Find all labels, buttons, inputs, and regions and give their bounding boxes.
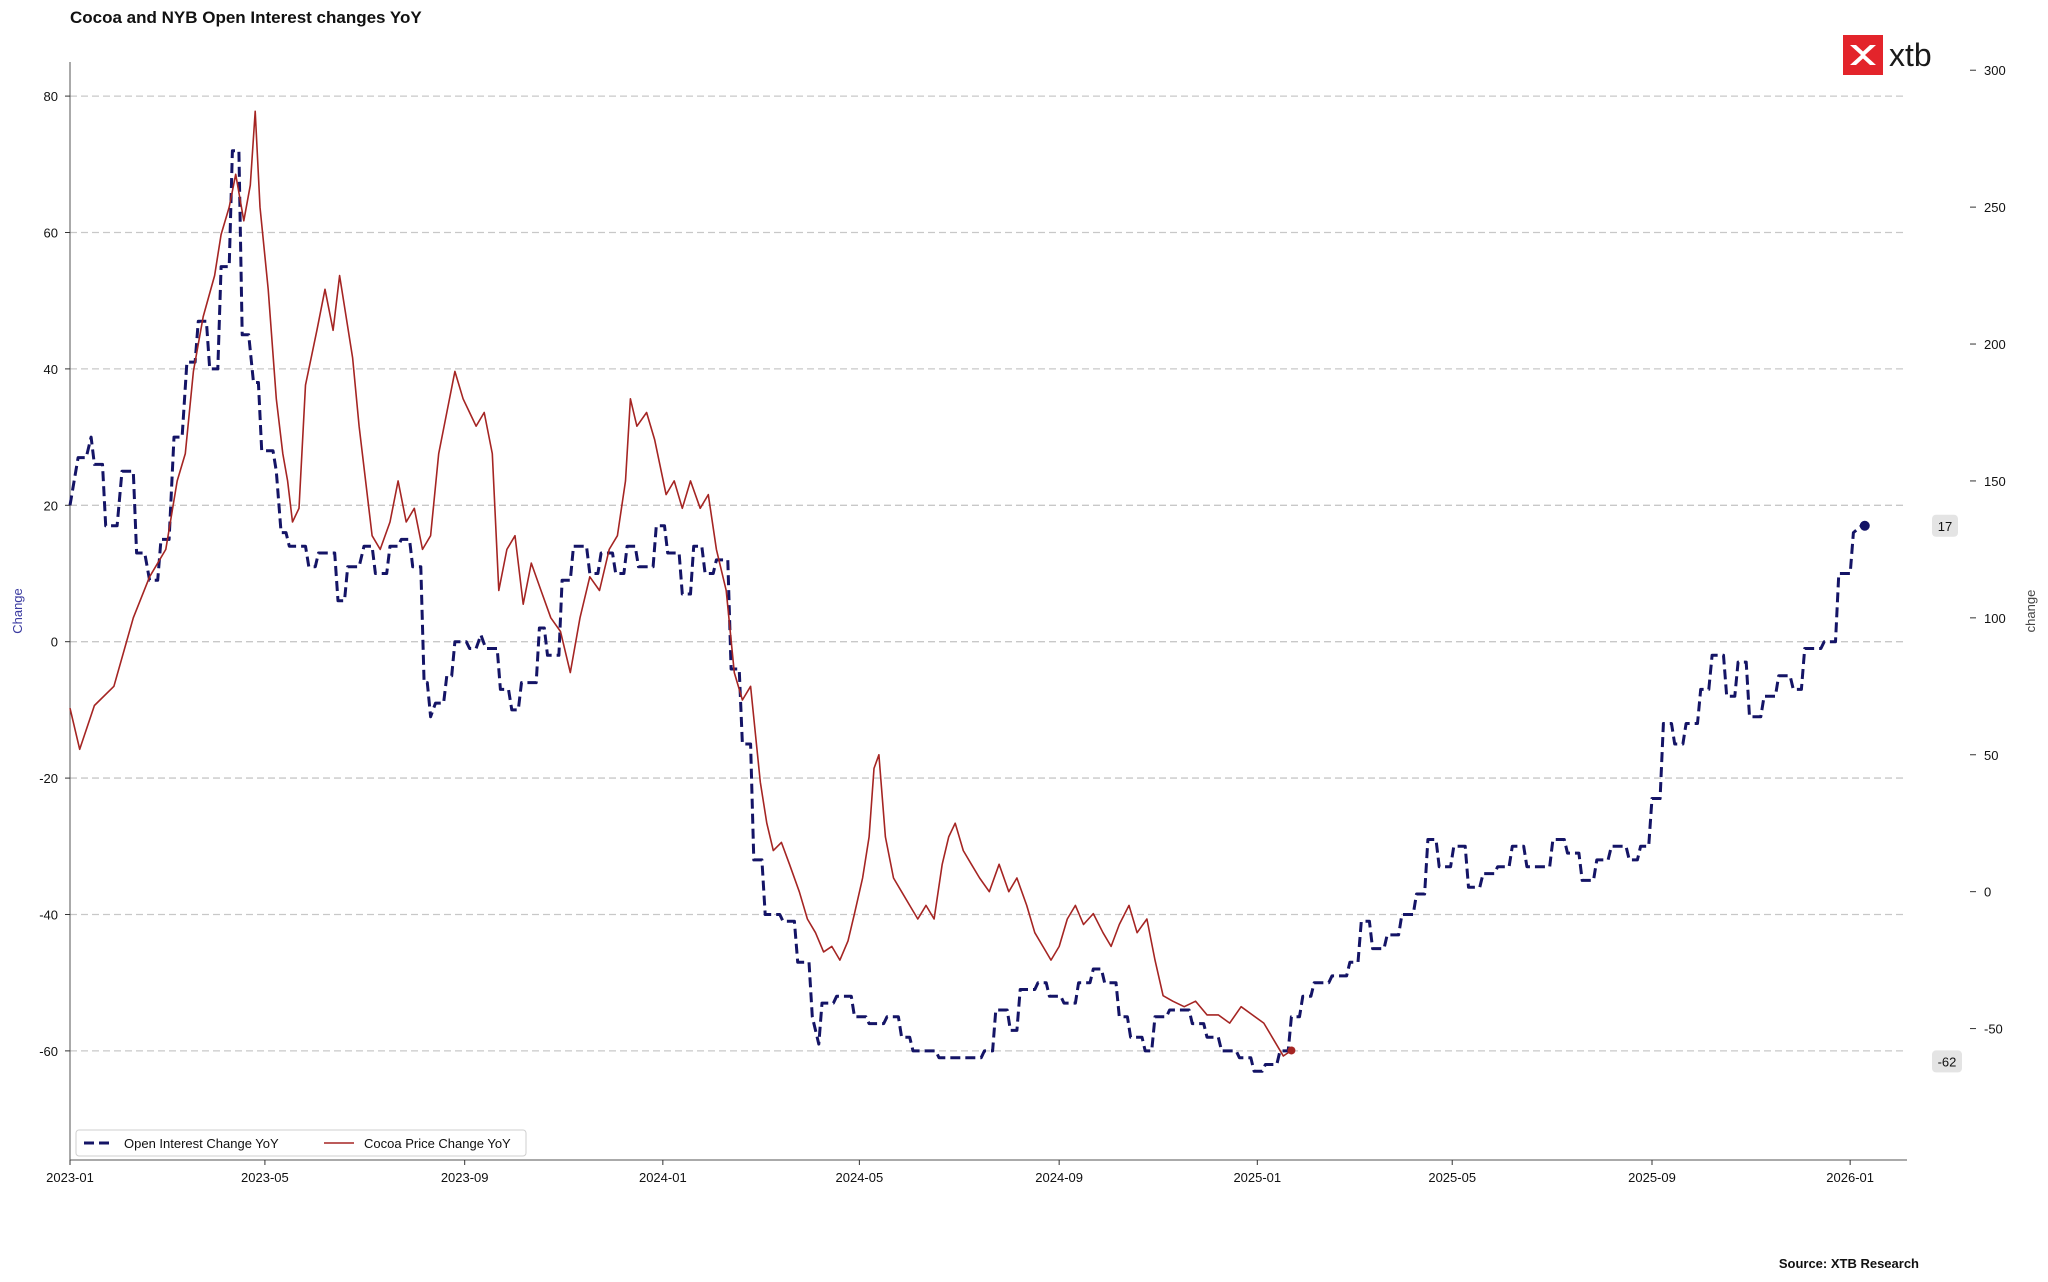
end-marker-open-interest <box>1859 520 1870 531</box>
left-tick-label: -60 <box>39 1044 58 1059</box>
xtb-logo: xtb <box>1843 34 1932 76</box>
x-tick-label: 2025-01 <box>1233 1170 1281 1185</box>
left-tick-label: 20 <box>44 498 58 513</box>
left-tick-label: 60 <box>44 225 58 240</box>
chart-title: Cocoa and NYB Open Interest changes YoY <box>70 8 422 27</box>
x-tick-label: 2025-09 <box>1628 1170 1676 1185</box>
end-marker-cocoa-price <box>1287 1046 1296 1055</box>
left-tick-label: -20 <box>39 771 58 786</box>
left-tick-label: -40 <box>39 907 58 922</box>
annotation-label: 17 <box>1938 519 1952 534</box>
source-note: Source: XTB Research <box>1778 1256 1919 1271</box>
axis-labels: -60 -40 -20 0 20 40 60 80 -50 0 50 100 150 200 250 300 2… <box>10 63 2038 1185</box>
xtb-x-icon <box>1843 35 1883 75</box>
x-tick-label: 2023-01 <box>46 1170 94 1185</box>
right-tick-label: 200 <box>1984 337 2006 352</box>
right-tick-label: 150 <box>1984 474 2006 489</box>
legend-box <box>75 1129 527 1157</box>
axes <box>65 62 1976 1165</box>
legend-label-cocoa-price: Cocoa Price Change YoY <box>364 1136 511 1151</box>
y-axis-label-right: change <box>2023 590 2038 633</box>
grid-lines <box>70 95 1907 1052</box>
x-tick-label: 2023-09 <box>441 1170 489 1185</box>
series-line-open-interest <box>68 149 1865 1073</box>
x-tick-label: 2026-01 <box>1826 1170 1874 1185</box>
right-tick-label: 300 <box>1984 63 2006 78</box>
annotation-box <box>1932 1050 1962 1073</box>
legend-label-open-interest: Open Interest Change YoY <box>124 1136 279 1151</box>
left-tick-label: 80 <box>44 89 58 104</box>
right-tick-label: -50 <box>1984 1022 2003 1037</box>
x-tick-label: 2025-05 <box>1428 1170 1476 1185</box>
value-annotations: 17 -62 <box>1287 514 1962 1073</box>
series-line-cocoa-price <box>69 110 1292 1057</box>
right-tick-label: 0 <box>1984 885 1991 900</box>
left-tick-label: 40 <box>44 362 58 377</box>
series-lines <box>68 110 1865 1073</box>
legend: Open Interest Change YoY Cocoa Price Chan… <box>75 1129 527 1157</box>
annotation-box <box>1932 514 1958 537</box>
y-axis-label-left: Change <box>10 588 25 634</box>
right-tick-label: 100 <box>1984 611 2006 626</box>
x-tick-label: 2024-05 <box>836 1170 884 1185</box>
left-tick-label: 0 <box>51 635 58 650</box>
x-tick-label: 2023-05 <box>241 1170 289 1185</box>
logo-text: xtb <box>1889 36 1932 73</box>
x-tick-label: 2024-01 <box>639 1170 687 1185</box>
right-tick-label: 250 <box>1984 200 2006 215</box>
annotation-label: -62 <box>1938 1054 1957 1069</box>
x-tick-label: 2024-09 <box>1035 1170 1083 1185</box>
right-tick-label: 50 <box>1984 748 1998 763</box>
